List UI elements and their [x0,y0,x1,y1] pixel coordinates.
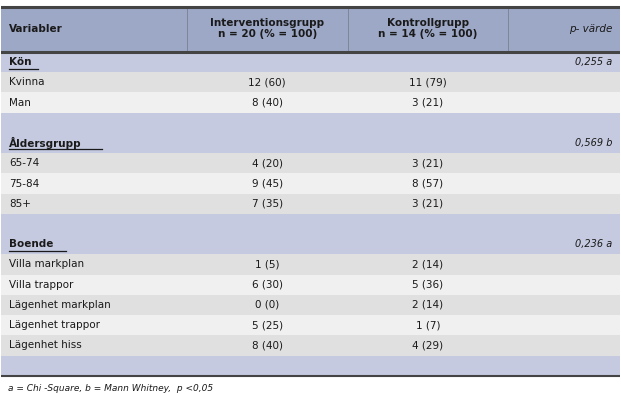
Text: 2 (14): 2 (14) [412,260,443,269]
Bar [1,315,620,335]
Text: 9 (45): 9 (45) [252,178,283,188]
Text: 6 (30): 6 (30) [252,280,283,290]
Text: Kontrollgrupp
n = 14 (% = 100): Kontrollgrupp n = 14 (% = 100) [378,18,478,39]
Bar [1,173,620,193]
Text: 2 (14): 2 (14) [412,300,443,310]
Bar [1,355,620,376]
Bar [1,335,620,355]
Bar [1,52,620,72]
Text: 0,255 a: 0,255 a [575,57,612,67]
Text: 0,569 b: 0,569 b [574,138,612,148]
Text: 1 (7): 1 (7) [415,320,440,330]
Text: 11 (79): 11 (79) [409,77,447,87]
Text: p- värde: p- värde [569,24,612,33]
Text: Villa trappor: Villa trappor [9,280,73,290]
Text: Lägenhet trappor: Lägenhet trappor [9,320,100,330]
Text: 3 (21): 3 (21) [412,158,443,168]
Text: Lägenhet hiss: Lägenhet hiss [9,340,81,350]
Text: 4 (20): 4 (20) [252,158,283,168]
Text: Kvinna: Kvinna [9,77,44,87]
Text: Boende: Boende [9,239,53,249]
Text: 7 (35): 7 (35) [252,199,283,209]
Text: 8 (40): 8 (40) [252,98,283,108]
Text: 75-84: 75-84 [9,178,39,188]
Text: 5 (25): 5 (25) [252,320,283,330]
Text: 8 (40): 8 (40) [252,340,283,350]
Text: 4 (29): 4 (29) [412,340,443,350]
Bar [1,72,620,93]
Bar [1,255,620,275]
Bar [1,153,620,173]
Text: 5 (36): 5 (36) [412,280,443,290]
Bar [1,133,620,153]
Text: 3 (21): 3 (21) [412,98,443,108]
Text: 3 (21): 3 (21) [412,199,443,209]
Text: 8 (57): 8 (57) [412,178,443,188]
Text: 1 (5): 1 (5) [255,260,279,269]
Text: Lägenhet markplan: Lägenhet markplan [9,300,111,310]
Text: Interventionsgrupp
n = 20 (% = 100): Interventionsgrupp n = 20 (% = 100) [210,18,324,39]
Text: Åldersgrupp: Åldersgrupp [9,137,81,149]
Text: 85+: 85+ [9,199,30,209]
Bar [1,234,620,255]
Text: Villa markplan: Villa markplan [9,260,84,269]
Text: 0 (0): 0 (0) [255,300,279,310]
Bar [1,275,620,295]
Text: 65-74: 65-74 [9,158,39,168]
Bar [1,113,620,133]
Text: Man: Man [9,98,30,108]
Text: Kön: Kön [9,57,31,67]
Text: 0,236 a: 0,236 a [575,239,612,249]
Bar [1,7,620,52]
Bar [1,295,620,315]
Bar [1,214,620,234]
Text: a = Chi -Square, b = Mann Whitney,  p <0,05: a = Chi -Square, b = Mann Whitney, p <0,… [7,384,213,393]
Text: Variabler: Variabler [9,24,63,33]
Bar [1,93,620,113]
Bar [1,193,620,214]
Text: 12 (60): 12 (60) [248,77,286,87]
